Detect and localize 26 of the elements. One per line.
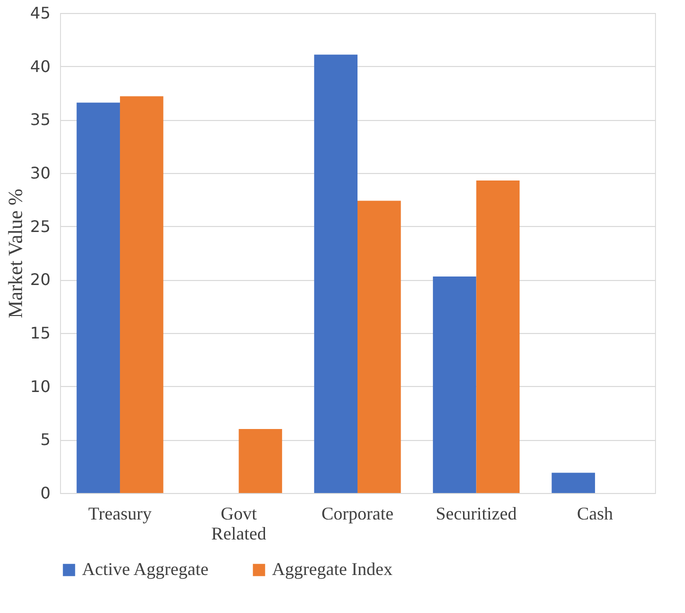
bar	[432, 276, 476, 493]
bar	[314, 54, 358, 493]
y-tick-label: 5	[40, 430, 50, 450]
y-tick-label: 20	[30, 270, 50, 290]
legend-label: Aggregate Index	[272, 559, 392, 579]
y-tick-label: 40	[30, 56, 50, 76]
legend-label: Active Aggregate	[82, 559, 208, 579]
y-axis-title: Market Value %	[5, 188, 28, 318]
x-tick-label: Corporate	[322, 504, 394, 524]
bar	[76, 102, 120, 493]
y-tick-label: 30	[30, 164, 50, 182]
x-tick-label: Cash	[577, 504, 614, 524]
x-tick-label: Govt Related	[211, 504, 266, 544]
bar	[552, 472, 596, 493]
y-tick-label: 45	[30, 4, 50, 22]
y-tick-label: 10	[30, 376, 50, 396]
bar	[358, 200, 401, 493]
x-tick-label: Treasury	[88, 504, 152, 524]
y-tick-label: 25	[30, 216, 50, 236]
bar	[120, 96, 164, 493]
x-tick-label: Securitized	[436, 504, 517, 524]
y-tick-label: 0	[40, 484, 50, 502]
bar	[476, 180, 520, 493]
y-tick-label: 15	[30, 324, 50, 342]
bar	[238, 429, 282, 493]
y-tick-label: 35	[30, 110, 50, 130]
